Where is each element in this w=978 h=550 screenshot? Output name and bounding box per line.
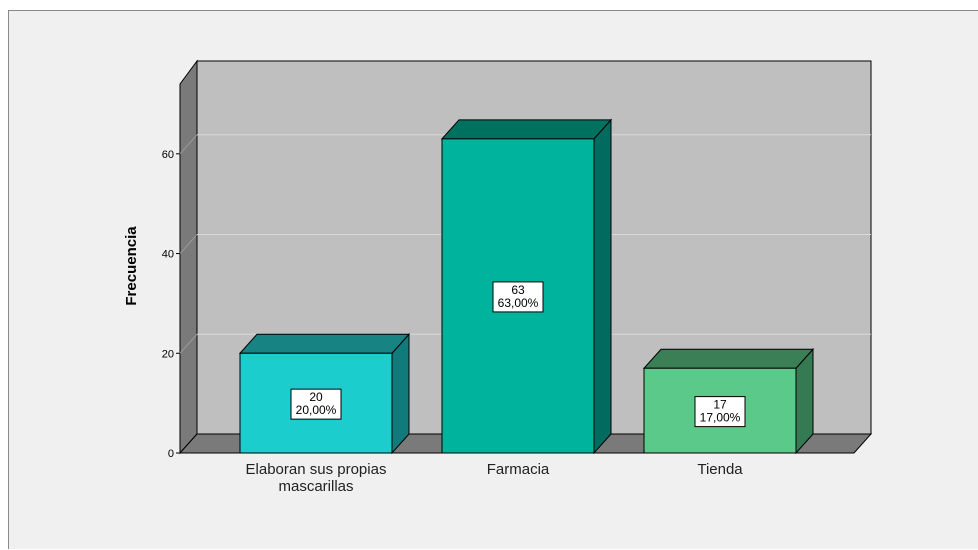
data-label-percent: 17,00% xyxy=(700,411,741,425)
grid-line-side xyxy=(179,234,198,254)
y-tick-label: 40 xyxy=(162,249,174,261)
bar-side xyxy=(391,332,410,455)
data-label-box xyxy=(290,388,342,420)
bar-side xyxy=(593,118,612,455)
chart-frame: 0 20 40 60 20 20,00% 63 63,00% 17 17,00% Elabora… xyxy=(8,10,978,549)
grid-line-side xyxy=(179,134,198,155)
data-label-percent: 20,00% xyxy=(296,403,337,417)
data-label-box xyxy=(492,281,544,313)
x-category-label: Farmacia xyxy=(487,461,550,478)
y-tick-label: 20 xyxy=(162,348,174,360)
data-label-box xyxy=(694,396,746,428)
side-wall xyxy=(179,59,198,455)
x-category-label: Elaboran sus propias xyxy=(246,461,387,478)
data-label-count: 63 xyxy=(511,283,525,297)
y-axis-ticks: 0 20 40 60 xyxy=(162,149,180,460)
x-category-label: Tienda xyxy=(697,461,743,478)
bar-top xyxy=(238,333,411,354)
bar-top xyxy=(440,119,613,140)
data-label-percent: 63,00% xyxy=(498,296,539,310)
x-category-label: mascarillas xyxy=(278,478,353,495)
grid-line-side xyxy=(179,333,198,354)
data-label-count: 20 xyxy=(309,390,323,404)
bar-top xyxy=(642,348,815,369)
y-tick-label: 60 xyxy=(162,149,174,161)
y-tick-label: 0 xyxy=(168,448,174,460)
y-axis-label: Frecuencia xyxy=(123,226,140,306)
data-label-count: 17 xyxy=(713,398,727,412)
